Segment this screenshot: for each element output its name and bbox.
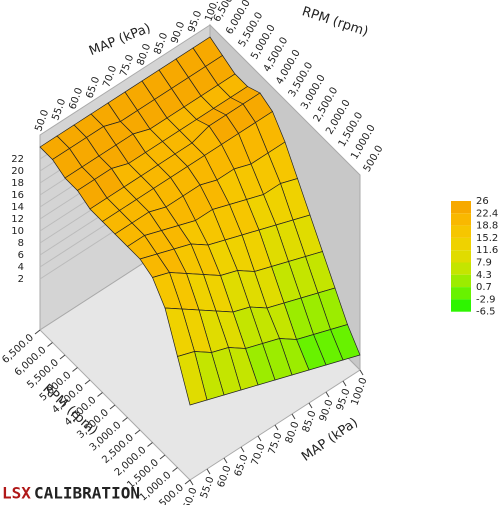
legend-label: 0.7	[476, 282, 492, 293]
watermark-word: CALIBRATION	[34, 484, 140, 503]
z-tick-label: 2	[18, 274, 24, 285]
z-tick-label: 14	[11, 202, 24, 213]
legend-label: 4.3	[476, 270, 492, 281]
legend-label: -6.5	[476, 307, 496, 318]
y-axis-title-top: RPM (rpm)	[300, 4, 370, 39]
legend-swatch	[451, 213, 471, 226]
tick-mark	[342, 380, 347, 387]
legend-label: 18.8	[476, 221, 498, 232]
legend-swatch	[451, 274, 471, 288]
legend-swatch	[451, 225, 471, 238]
tick-mark	[189, 479, 194, 486]
legend-label: 22.4	[476, 208, 498, 219]
tick-mark	[147, 442, 153, 447]
tick-mark	[291, 413, 296, 420]
tick-mark	[274, 424, 279, 431]
tick-mark	[184, 479, 191, 485]
legend-label: -2.9	[476, 294, 496, 305]
x-tick-label: 100.0	[350, 376, 370, 407]
tick-mark	[308, 402, 313, 409]
z-tick-label: 12	[11, 214, 24, 225]
x-tick-label: 75.0	[267, 431, 285, 456]
tick-mark	[122, 417, 128, 422]
tick-mark	[47, 342, 53, 347]
tick-mark	[159, 454, 166, 460]
legend-label: 26	[476, 196, 489, 207]
z-tick-label: 8	[18, 238, 24, 249]
z-tick-label: 18	[11, 178, 24, 189]
z-tick-label: 10	[11, 226, 24, 237]
z-tick-label: 16	[11, 190, 24, 201]
tick-mark	[97, 392, 103, 397]
tick-mark	[206, 468, 211, 475]
tick-mark	[325, 391, 330, 398]
tick-mark	[109, 404, 116, 410]
x-tick-label: 65.0	[233, 453, 251, 478]
tick-mark	[134, 429, 141, 435]
x-tick-label: 90.0	[318, 398, 336, 423]
tick-mark	[257, 435, 262, 442]
legend-label: 11.6	[476, 245, 498, 256]
legend-swatch	[451, 299, 471, 312]
legend-swatch	[451, 287, 471, 300]
surface-cell	[177, 351, 208, 406]
tick-mark	[72, 367, 78, 372]
x-tick-label: 70.0	[250, 442, 268, 467]
x-tick-label: 85.0	[301, 409, 319, 434]
tick-mark	[172, 467, 178, 472]
x-tick-label: 80.0	[284, 420, 302, 445]
legend-label: 15.2	[476, 233, 498, 244]
x-tick-label: 55.0	[199, 475, 217, 500]
legend-swatch	[451, 262, 471, 275]
tick-mark	[359, 369, 364, 376]
legend-swatch	[451, 250, 471, 263]
legend-swatch	[451, 237, 471, 251]
tick-mark	[240, 446, 245, 453]
legend-label: 7.9	[476, 258, 492, 269]
z-tick-label: 20	[11, 166, 24, 177]
tick-mark	[59, 354, 66, 360]
tick-mark	[223, 457, 228, 464]
legend-swatch	[451, 201, 471, 214]
z-tick-label: 22	[11, 154, 24, 165]
watermark-brand: LSX	[2, 484, 31, 503]
tick-mark	[84, 379, 91, 385]
z-tick-label: 6	[18, 250, 24, 261]
tick-mark	[34, 329, 41, 335]
z-tick-label: 4	[18, 262, 24, 273]
x-tick-label: 60.0	[216, 464, 234, 489]
